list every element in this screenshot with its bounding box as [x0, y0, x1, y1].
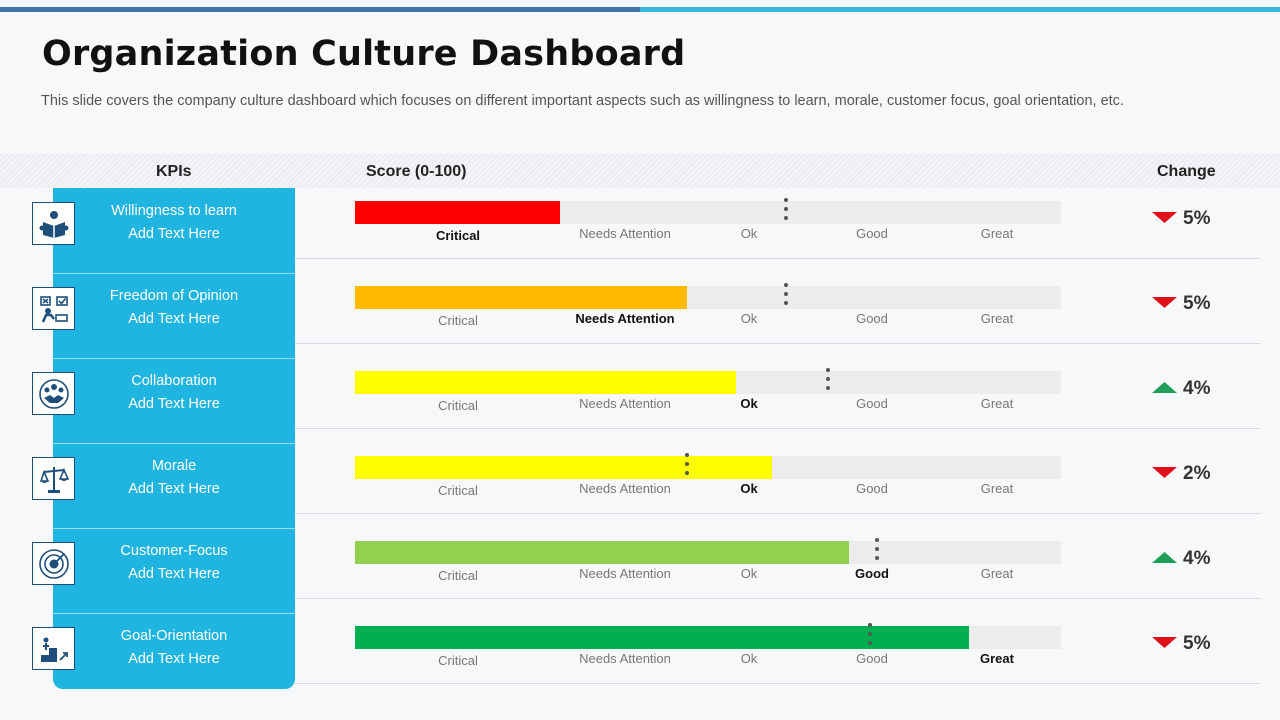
- scale-label: Critical: [438, 653, 478, 668]
- scale-label: Needs Attention: [579, 481, 671, 496]
- opinion-icon: [32, 287, 75, 330]
- change-value: 2%: [1183, 463, 1211, 484]
- scale-label: Great: [980, 311, 1014, 326]
- score-column-header: Score (0-100): [366, 163, 467, 180]
- kpi-subtext: Add Text Here: [128, 396, 220, 412]
- scale-label: Ok: [740, 651, 758, 666]
- scale-label: Critical: [438, 398, 478, 413]
- scale-label: Great: [980, 566, 1014, 581]
- arrow-down-icon: [1152, 467, 1177, 478]
- change-column-header: Change: [1157, 163, 1216, 180]
- kpi-row-divider: [53, 358, 295, 359]
- score-bar-track: [355, 626, 1061, 649]
- reading-icon: [32, 202, 75, 245]
- kpi-row-divider: [53, 443, 295, 444]
- kpi-column-header: KPIs: [156, 163, 192, 180]
- scale-label: Needs Attention: [575, 311, 675, 326]
- target-marker: [783, 282, 788, 314]
- scale-label: Good: [856, 481, 888, 496]
- arrow-up-icon: [1152, 552, 1177, 563]
- kpi-name: Morale: [151, 458, 197, 474]
- change-value: 5%: [1183, 293, 1211, 314]
- column-header-band: [0, 154, 1280, 188]
- kpi-subtext: Add Text Here: [128, 226, 220, 242]
- scale-label: Critical: [438, 568, 478, 583]
- score-bar-track: [355, 456, 1061, 479]
- row-divider: [295, 598, 1261, 599]
- score-bar-track: [355, 201, 1061, 224]
- target-marker: [783, 197, 788, 229]
- kpi-row-divider: [53, 528, 295, 529]
- score-bar: [355, 286, 687, 309]
- scale-label: Great: [980, 396, 1014, 411]
- row-divider: [295, 258, 1261, 259]
- change-value: 5%: [1183, 208, 1211, 229]
- scale-label: Ok: [740, 311, 758, 326]
- kpi-subtext: Add Text Here: [128, 311, 220, 327]
- row-divider: [295, 428, 1261, 429]
- score-bar: [355, 541, 850, 564]
- arrow-up-icon: [1152, 382, 1177, 393]
- target-icon: [32, 542, 75, 585]
- kpi-row-divider: [53, 273, 295, 274]
- scale-label: Ok: [740, 481, 758, 496]
- kpi-subtext: Add Text Here: [128, 651, 220, 667]
- row-divider: [295, 683, 1261, 684]
- top-accent-bar-dark: [0, 7, 640, 12]
- kpi-name: Goal-Orientation: [120, 628, 228, 644]
- row-divider: [295, 513, 1261, 514]
- scale-label: Good: [855, 566, 889, 581]
- kpi-name: Freedom of Opinion: [109, 288, 239, 304]
- change-value: 4%: [1183, 548, 1211, 569]
- handshake-icon: [32, 372, 75, 415]
- scale-label: Great: [980, 226, 1014, 241]
- target-marker: [875, 537, 880, 569]
- kpi-row-divider: [53, 613, 295, 614]
- kpi-subtext: Add Text Here: [128, 481, 220, 497]
- score-bar: [355, 371, 737, 394]
- scale-label: Critical: [438, 483, 478, 498]
- top-accent-bar-light: [640, 7, 1280, 12]
- score-bar-track: [355, 371, 1061, 394]
- target-marker: [868, 622, 873, 654]
- scale-label: Needs Attention: [579, 651, 671, 666]
- scale-label: Good: [856, 311, 888, 326]
- kpi-name: Willingness to learn: [111, 203, 237, 219]
- score-bar-track: [355, 286, 1061, 309]
- scale-label: Ok: [740, 226, 758, 241]
- arrow-down-icon: [1152, 297, 1177, 308]
- change-value: 4%: [1183, 378, 1211, 399]
- scale-icon: [32, 457, 75, 500]
- kpi-name: Collaboration: [131, 373, 217, 389]
- target-marker: [826, 367, 831, 399]
- scale-label: Great: [980, 481, 1014, 496]
- kpi-name: Customer-Focus: [120, 543, 228, 559]
- score-bar: [355, 456, 772, 479]
- kpi-subtext: Add Text Here: [128, 566, 220, 582]
- arrow-down-icon: [1152, 212, 1177, 223]
- target-marker: [684, 452, 689, 484]
- page-title: Organization Culture Dashboard: [42, 34, 686, 74]
- score-bar: [355, 626, 970, 649]
- change-value: 5%: [1183, 633, 1211, 654]
- stairs-goal-icon: [32, 627, 75, 670]
- scale-label: Great: [980, 651, 1014, 666]
- page-subtitle: This slide covers the company culture da…: [41, 93, 1124, 109]
- scale-label: Needs Attention: [579, 226, 671, 241]
- arrow-down-icon: [1152, 637, 1177, 648]
- scale-label: Ok: [740, 396, 758, 411]
- scale-label: Critical: [435, 228, 481, 243]
- score-bar-track: [355, 541, 1061, 564]
- kpi-panel: [53, 188, 295, 689]
- scale-label: Critical: [438, 313, 478, 328]
- scale-label: Needs Attention: [579, 566, 671, 581]
- scale-label: Good: [856, 651, 888, 666]
- row-divider: [295, 343, 1261, 344]
- score-bar: [355, 201, 560, 224]
- scale-label: Needs Attention: [579, 396, 671, 411]
- scale-label: Good: [856, 226, 888, 241]
- scale-label: Good: [856, 396, 888, 411]
- scale-label: Ok: [740, 566, 758, 581]
